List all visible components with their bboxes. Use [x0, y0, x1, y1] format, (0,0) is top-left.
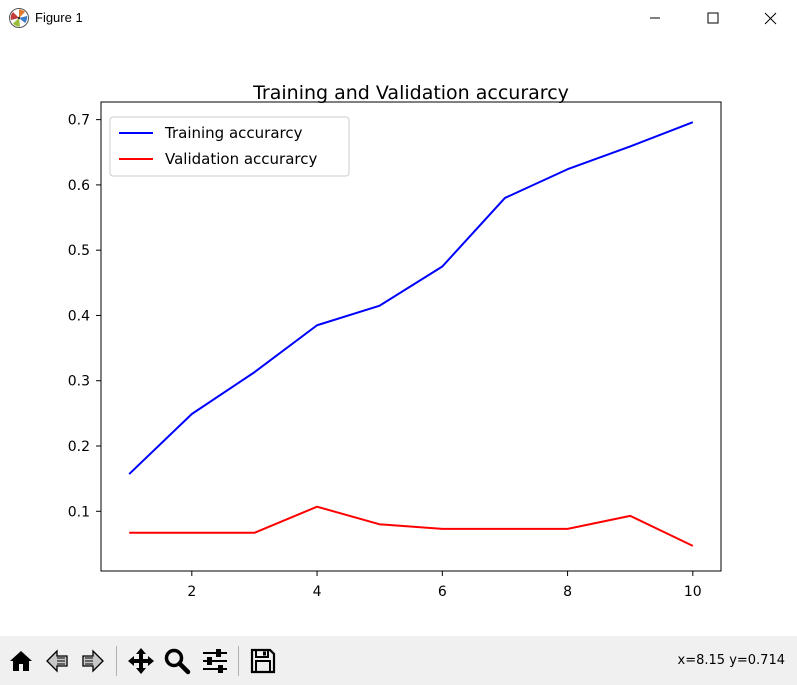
pan-button[interactable]: [124, 644, 158, 678]
y-tick-label: 0.6: [68, 178, 90, 194]
x-tick-label: 8: [563, 584, 572, 600]
close-button[interactable]: [741, 0, 797, 36]
back-arrow-icon: [46, 649, 68, 673]
y-tick-label: 0.4: [68, 308, 90, 324]
navigation-toolbar: x=8.15 y=0.714: [0, 636, 797, 685]
y-tick-label: 0.1: [68, 504, 90, 520]
toolbar-separator: [116, 646, 117, 676]
y-tick-label: 0.3: [68, 374, 90, 390]
legend-box: [109, 116, 350, 177]
series-line-2: [129, 505, 694, 547]
move-icon: [128, 648, 154, 674]
toolbar-separator: [238, 646, 239, 676]
x-tick-label: 10: [684, 584, 702, 600]
floppy-disk-icon: [250, 648, 276, 674]
title-bar[interactable]: Figure 1: [0, 0, 797, 36]
y-tick-label: 0.7: [68, 113, 90, 129]
zoom-button[interactable]: [160, 644, 194, 678]
x-tick-label: 2: [187, 584, 196, 600]
window-title: Figure 1: [35, 10, 83, 25]
chart-title: Training and Validation accurarcy: [252, 82, 569, 104]
y-tick-label: 0.2: [68, 439, 90, 455]
forward-arrow-icon: [82, 649, 104, 673]
maximize-button[interactable]: [684, 0, 742, 36]
sliders-icon: [203, 649, 227, 673]
x-tick-label: 6: [438, 584, 447, 600]
cursor-coordinates: x=8.15 y=0.714: [677, 653, 785, 668]
configure-subplots-button[interactable]: [198, 644, 232, 678]
legend-label: Validation accurarcy: [165, 150, 317, 168]
home-icon: [10, 651, 32, 671]
close-icon: [764, 12, 776, 24]
x-tick-label: 4: [313, 584, 322, 600]
legend-label: Training accurarcy: [164, 124, 303, 142]
line-chart: Training and Validation accurarcy 2 4 6 8 10…: [68, 82, 722, 600]
plot-frame: [100, 101, 722, 572]
maximize-icon: [707, 12, 719, 24]
home-button[interactable]: [4, 644, 38, 678]
forward-button[interactable]: [76, 644, 110, 678]
magnifier-icon: [164, 648, 191, 675]
back-button[interactable]: [40, 644, 74, 678]
save-button[interactable]: [246, 644, 280, 678]
y-tick-label: 0.5: [68, 243, 90, 259]
legend: Training accurarcy Validation accurarcy: [109, 116, 350, 177]
minimize-button[interactable]: [626, 0, 684, 36]
series-line-1: [128, 121, 694, 475]
matplotlib-logo-icon: [8, 7, 30, 29]
figure-canvas[interactable]: Training and Validation accurarcy 2 4 6 8 10…: [0, 36, 797, 636]
minimize-icon: [650, 17, 660, 19]
